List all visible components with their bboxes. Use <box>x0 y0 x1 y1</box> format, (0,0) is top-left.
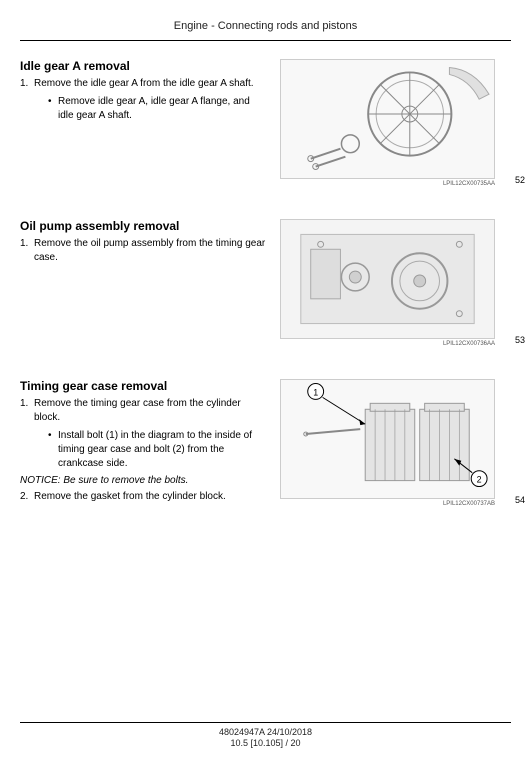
bullet: •Remove idle gear A, idle gear A flange,… <box>48 95 280 123</box>
step-text: Remove the gasket from the cylinder bloc… <box>34 490 266 504</box>
figure-caption: LPIL12CX00737AB <box>280 501 495 507</box>
figure-case: 1 2 <box>280 379 495 499</box>
svg-text:1: 1 <box>313 387 318 397</box>
step-number: 1. <box>20 77 34 91</box>
step-text: Remove the idle gear A from the idle gea… <box>34 77 266 91</box>
figure-number: 52 <box>515 175 525 185</box>
section-title: Oil pump assembly removal <box>20 219 280 233</box>
step-text: Remove the oil pump assembly from the ti… <box>34 237 266 265</box>
bullet-dot: • <box>48 95 58 109</box>
figure-caption: LPIL12CX00735AA <box>280 181 495 187</box>
figure-gear <box>280 59 495 179</box>
section-idle-gear: Idle gear A removal 1.Remove the idle ge… <box>20 59 511 187</box>
figure-number: 53 <box>515 335 525 345</box>
step-text: Remove the timing gear case from the cyl… <box>34 397 266 425</box>
notice-text: NOTICE: Be sure to remove the bolts. <box>20 475 280 486</box>
figure-pump <box>280 219 495 339</box>
svg-text:2: 2 <box>477 475 482 485</box>
footer-rule <box>20 722 511 723</box>
section-title: Timing gear case removal <box>20 379 280 393</box>
step-number: 1. <box>20 237 34 251</box>
step: 1.Remove the idle gear A from the idle g… <box>20 77 280 91</box>
header-rule <box>20 40 511 41</box>
step-number: 2. <box>20 490 34 504</box>
bullet-text: Install bolt (1) in the diagram to the i… <box>58 429 258 471</box>
section-timing-gear-case: Timing gear case removal 1.Remove the ti… <box>20 379 511 508</box>
step: 1.Remove the oil pump assembly from the … <box>20 237 280 265</box>
bullet-text: Remove idle gear A, idle gear A flange, … <box>58 95 258 123</box>
page-footer: 48024947A 24/10/2018 10.5 [10.105] / 20 <box>0 722 531 750</box>
section-oil-pump: Oil pump assembly removal 1.Remove the o… <box>20 219 511 347</box>
footer-doc: 48024947A 24/10/2018 <box>0 727 531 739</box>
figure-caption: LPIL12CX00736AA <box>280 341 495 347</box>
step-number: 1. <box>20 397 34 411</box>
footer-page: 10.5 [10.105] / 20 <box>0 738 531 750</box>
page-header: Engine - Connecting rods and pistons <box>20 20 511 32</box>
section-title: Idle gear A removal <box>20 59 280 73</box>
bullet-dot: • <box>48 429 58 443</box>
step: 1.Remove the timing gear case from the c… <box>20 397 280 425</box>
step: 2.Remove the gasket from the cylinder bl… <box>20 490 280 504</box>
bullet: •Install bolt (1) in the diagram to the … <box>48 429 280 471</box>
figure-number: 54 <box>515 495 525 505</box>
